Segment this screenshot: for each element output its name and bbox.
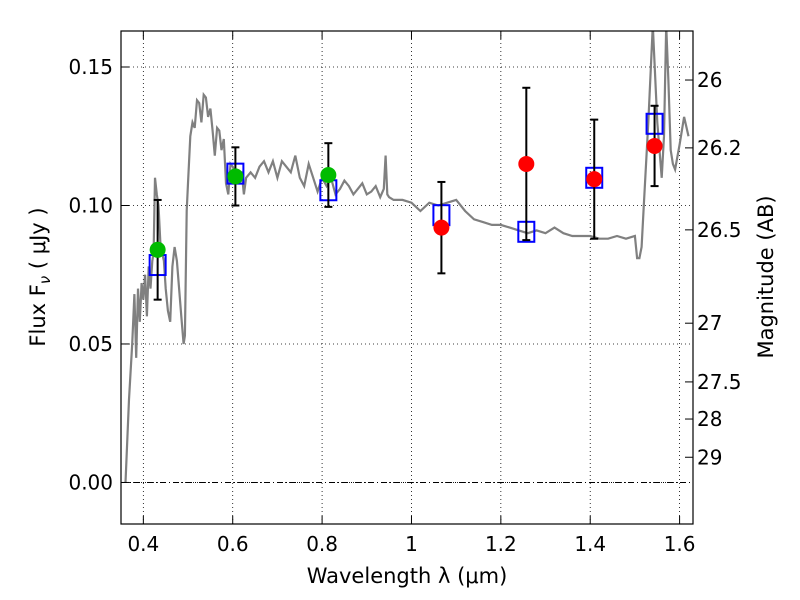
y2-tick-label: 26.2 <box>697 136 742 160</box>
x-tick-label: 0.4 <box>127 532 159 556</box>
observed-points <box>149 137 663 258</box>
y-axis-label: Flux Fν ( μJy ) <box>26 207 54 346</box>
red-data-point <box>518 155 535 172</box>
x-tick-label: 1.6 <box>664 532 696 556</box>
y2-tick-label: 28 <box>697 407 722 431</box>
y2-tick-label: 29 <box>697 445 722 469</box>
x-tick-label: 0.8 <box>306 532 338 556</box>
red-data-point <box>433 219 450 236</box>
axis-ticks <box>121 31 693 524</box>
red-data-point <box>646 137 663 154</box>
red-data-point <box>586 171 603 188</box>
green-data-point <box>149 241 166 258</box>
green-data-point <box>227 168 244 185</box>
x-axis-label: Wavelength λ (μm) <box>307 564 508 588</box>
y-axis-label-unit: ( μJy ) <box>26 207 50 275</box>
model-spectrum-line <box>124 31 690 483</box>
x-tick-label: 1 <box>405 532 418 556</box>
y-tick-labels: 0.00 0.05 0.10 0.15 <box>68 55 113 494</box>
y-axis-label-main: Flux F <box>26 284 50 346</box>
plot-background <box>121 31 693 524</box>
y2-tick-label: 27 <box>697 311 722 335</box>
x-tick-label: 0.6 <box>217 532 249 556</box>
x-tick-label: 1.2 <box>485 532 517 556</box>
x-tick-labels: 0.4 0.6 0.8 1 1.2 1.4 1.6 <box>127 532 695 556</box>
y-tick-label: 0.10 <box>68 193 113 217</box>
y2-tick-label: 26 <box>697 68 722 92</box>
y-tick-label: 0.00 <box>68 470 113 494</box>
y2-axis-label: Magnitude (AB) <box>754 195 778 358</box>
y2-tick-labels: 26 26.2 26.5 27 27.5 28 29 <box>697 68 742 469</box>
y-tick-label: 0.05 <box>68 332 113 356</box>
plot-frame <box>120 30 694 525</box>
grid <box>121 31 693 524</box>
green-data-point <box>320 167 337 184</box>
y-tick-label: 0.15 <box>68 55 113 79</box>
x-tick-label: 1.4 <box>574 532 606 556</box>
y-axis-label-subscript: ν <box>36 276 54 284</box>
y2-tick-label: 27.5 <box>697 370 742 394</box>
y2-tick-label: 26.5 <box>697 218 742 242</box>
